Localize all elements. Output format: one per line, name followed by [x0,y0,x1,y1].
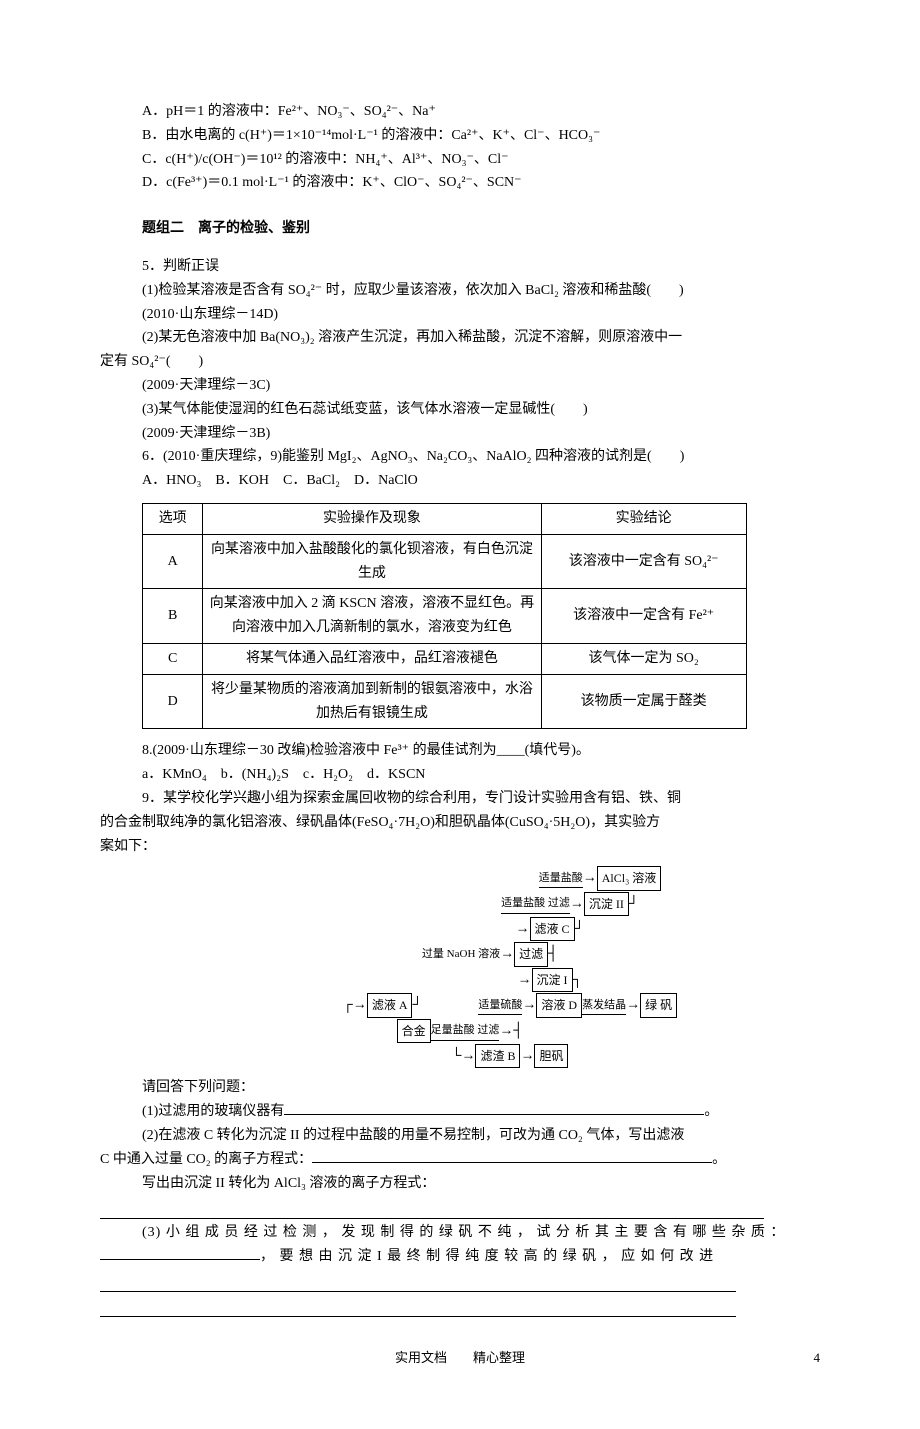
fc-sold: 溶液 D [536,993,582,1017]
fc-danfan: 胆矾 [534,1044,568,1068]
fc-filta: 滤液 A [367,993,413,1017]
q7-a-opt: A [143,534,203,589]
fc-naoh: 过量 NaOH 溶液 [422,945,500,964]
q6-text: 6．(2010·重庆理综，9)能鉴别 MgI₂、AgNO₃、Na₂CO₃、NaA… [100,445,820,469]
fc-lvfan: 绿 矾 [640,993,677,1017]
q9-sub4a: (3) 小 组 成 员 经 过 检 测 ， 发 现 制 得 的 绿 矾 不 纯 … [100,1221,820,1245]
option-b: B．由水电离的 c(H⁺)＝1×10⁻¹⁴mol·L⁻¹ 的溶液中：Ca²⁺、K… [100,124,820,148]
page-footer: 实用文档 精心整理 4 [100,1347,820,1369]
fc-h2so4: 适量硫酸 [478,996,522,1016]
fc-prec2: 沉淀 II [584,892,629,916]
fc-alcl3: AlCl₃ 溶液 [597,866,662,890]
fc-step1: 足量盐酸 过滤 [431,1021,500,1041]
q9-sub2b: C 中通入过量 CO₂ 的离子方程式： 。 [100,1148,820,1172]
fc-filter2: 过滤 [514,942,548,966]
q8-text: 8.(2009·山东理综－30 改编)检验溶液中 Fe³⁺ 的最佳试剂为____… [100,739,820,763]
q5-heading: 5．判断正误 [100,255,820,279]
q7-a-op: 向某溶液中加入盐酸酸化的氯化钡溶液，有白色沉淀生成 [203,534,541,589]
q7-d-opt: D [143,674,203,729]
q7-th-0: 选项 [143,503,203,534]
q9-sub2-blank[interactable] [312,1148,712,1163]
option-c: C．c(H⁺)/c(OH⁻)＝10¹² 的溶液中：NH₄⁺、Al³⁺、NO₃⁻、… [100,148,820,172]
fc-alloy: 合金 [397,1019,431,1043]
q9-sub4-blankline2[interactable] [100,1294,736,1317]
q9-sub1-end: 。 [704,1104,718,1119]
fc-prec1: 沉淀 I [532,968,573,992]
q7-table: 选项 实验操作及现象 实验结论 A 向某溶液中加入盐酸酸化的氯化钡溶液，有白色沉… [142,503,747,729]
q9-sub1-blank[interactable] [284,1100,704,1115]
q8-options: a．KMnO₄ b．(NH₄)₂S c．H₂O₂ d．KSCN [100,763,820,787]
q9-sub3-blankline[interactable] [100,1195,764,1218]
q7-b-res: 该溶液中一定含有 Fe²⁺ [541,589,746,644]
q9-sub1-text: (1)过滤用的玻璃仪器有 [142,1104,284,1119]
q9-p2: 的合金制取纯净的氯化铝溶液、绿矾晶体(FeSO₄·7H₂O)和胆矾晶体(CuSO… [100,811,820,835]
q5-2a: (2)某无色溶液中加 Ba(NO₃)₂ 溶液产生沉淀，再加入稀盐酸，沉淀不溶解，… [100,326,820,350]
fc-evap: 蒸发结晶 [582,996,626,1016]
option-a: A．pH＝1 的溶液中：Fe²⁺、NO₃⁻、SO₄²⁻、Na⁺ [100,100,820,124]
q9-sub1: (1)过滤用的玻璃仪器有 。 [100,1100,820,1124]
q9-sub3: 写出由沉淀 II 转化为 AlCl₃ 溶液的离子方程式： [100,1172,820,1196]
q9-sub2a: (2)在滤液 C 转化为沉淀 II 的过程中盐酸的用量不易控制，可改为通 CO₂… [100,1124,820,1148]
q7-c-op: 将某气体通入品红溶液中，品红溶液褪色 [203,643,541,674]
page-number: 4 [814,1347,821,1369]
q6-options: A．HNO₃ B．KOH C．BaCl₂ D．NaClO [100,469,820,493]
option-d: D．c(Fe³⁺)＝0.1 mol·L⁻¹ 的溶液中：K⁺、ClO⁻、SO₄²⁻… [100,171,820,195]
q5-1: (1)检验某溶液是否含有 SO₄²⁻ 时，应取少量该溶液，依次加入 BaCl₂ … [100,279,820,303]
q7-c-opt: C [143,643,203,674]
q7-b-opt: B [143,589,203,644]
q7-b-op: 向某溶液中加入 2 滴 KSCN 溶液，溶液不显红色。再向溶液中加入几滴新制的氯… [203,589,541,644]
q9-p1: 9．某学校化学兴趣小组为探索金属回收物的综合利用，专门设计实验用含有铝、铁、铜 [100,787,820,811]
section-2-title: 题组二 离子的检验、鉴别 [100,217,820,241]
q7-d-res: 该物质一定属于醛类 [541,674,746,729]
q9-p3: 案如下： [100,835,820,859]
q9-intro: 请回答下列问题： [100,1076,820,1100]
q9-sub4b-text: ， 要 想 由 沉 淀 I 最 终 制 得 纯 度 较 高 的 绿 矾 ， 应 … [260,1249,714,1264]
q9-sub4b: ， 要 想 由 沉 淀 I 最 终 制 得 纯 度 较 高 的 绿 矾 ， 应 … [100,1245,820,1269]
fc-hcl2: 适量盐酸 [539,869,583,889]
q9-sub2-end: 。 [712,1152,726,1167]
q9-sub2b-text: C 中通入过量 CO₂ 的离子方程式： [100,1152,312,1167]
q5-3: (3)某气体能使湿润的红色石蕊试纸变蓝，该气体水溶液一定显碱性( ) [100,398,820,422]
q5-3-src: (2009·天津理综－3B) [100,422,820,446]
q7-c-res: 该气体一定为 SO₂ [541,643,746,674]
q7-d-op: 将少量某物质的溶液滴加到新制的银氨溶液中，水浴加热后有银镜生成 [203,674,541,729]
q7-th-1: 实验操作及现象 [203,503,541,534]
footer-text: 实用文档 精心整理 [395,1347,525,1369]
q5-1-src: (2010·山东理综－14D) [100,303,820,327]
q5-2b: 定有 SO₄²⁻( ) [100,350,820,374]
q9-sub4-blank1[interactable] [100,1245,260,1260]
q9-sub4-blankline1[interactable] [100,1268,736,1291]
q9-flowchart: 适量盐酸→AlCl₃ 溶液 适量盐酸 过滤→沉淀 II┘ →滤液 C┘ 过量 N… [100,866,820,1068]
fc-resb: 滤渣 B [475,1044,520,1068]
q7-th-2: 实验结论 [541,503,746,534]
q5-2-src: (2009·天津理综－3C) [100,374,820,398]
q7-a-res: 该溶液中一定含有 SO₄²⁻ [541,534,746,589]
fc-filtc: 滤液 C [530,917,575,941]
fc-hcl1: 适量盐酸 过滤 [501,894,570,914]
